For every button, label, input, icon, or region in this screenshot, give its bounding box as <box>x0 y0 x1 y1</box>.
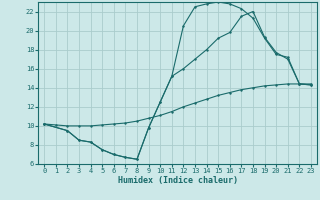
X-axis label: Humidex (Indice chaleur): Humidex (Indice chaleur) <box>118 176 238 185</box>
